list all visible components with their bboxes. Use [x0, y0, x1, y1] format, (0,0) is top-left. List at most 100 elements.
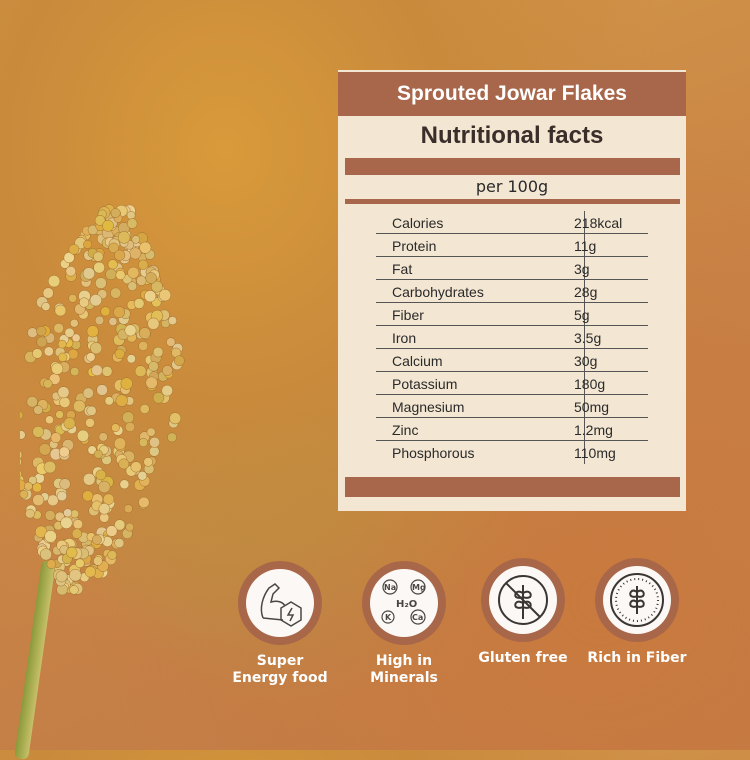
badge-label: High in: [344, 653, 464, 670]
grain: [77, 430, 89, 442]
grain: [139, 341, 148, 350]
badge-fiber: Rich in Fiber: [577, 558, 697, 667]
grain: [115, 349, 125, 359]
table-row: Carbohydrates28g: [376, 280, 648, 303]
nutrition-card: Sprouted Jowar Flakes Nutritional facts …: [338, 70, 686, 511]
grain: [73, 519, 83, 529]
grain: [135, 366, 146, 377]
grain: [64, 418, 75, 429]
grain: [120, 480, 129, 489]
grain: [39, 444, 51, 456]
fiber-icon: [603, 566, 671, 634]
grain: [70, 319, 78, 327]
minerals-icon: NaMgH₂OKCa: [370, 569, 438, 637]
grain: [34, 406, 43, 415]
grain: [149, 446, 159, 456]
grain: [131, 462, 142, 473]
grain: [55, 305, 66, 316]
nutrient-name: Phosphorous: [392, 445, 475, 461]
grain: [124, 505, 132, 513]
grain: [125, 325, 136, 336]
nutrition-table: Calories218kcalProtein11gFat3gCarbohydra…: [376, 211, 648, 464]
grain: [115, 538, 124, 547]
serving-size: per 100g: [338, 177, 686, 196]
grain: [106, 526, 117, 537]
grain: [20, 431, 25, 440]
grain: [58, 387, 69, 398]
grain: [83, 491, 94, 502]
grain: [144, 290, 156, 302]
nutrient-name: Potassium: [392, 376, 457, 392]
grain: [58, 353, 67, 362]
grain: [45, 416, 53, 424]
grain: [162, 365, 172, 375]
grain: [95, 278, 106, 289]
badge-label: Minerals: [344, 670, 464, 687]
grain: [149, 437, 159, 447]
grain: [20, 411, 23, 419]
nutrient-value: 50mg: [574, 399, 609, 415]
table-row: Magnesium 50mg: [376, 395, 648, 418]
badge-label: Super: [220, 653, 340, 670]
badge-label: Rich in Fiber: [577, 650, 697, 667]
grain: [24, 482, 32, 490]
grain: [33, 494, 44, 505]
grain: [37, 337, 47, 347]
grain: [60, 397, 71, 408]
nutrient-value: 3g: [574, 261, 590, 277]
grain: [139, 438, 148, 447]
grain: [51, 363, 63, 375]
grain: [105, 397, 114, 406]
grain: [83, 240, 91, 248]
grain: [96, 470, 106, 480]
grain: [28, 328, 38, 338]
grain: [139, 328, 150, 339]
divider: [345, 158, 680, 175]
grain: [127, 211, 135, 219]
grain: [132, 236, 140, 244]
grain: [102, 366, 112, 376]
nutrient-name: Fat: [392, 261, 412, 277]
nutrient-name: Fiber: [392, 307, 424, 323]
grain: [51, 433, 61, 443]
badge-label: Energy food: [220, 670, 340, 687]
grain: [44, 461, 56, 473]
gluten-free-icon: [489, 566, 557, 634]
grain: [97, 385, 108, 396]
svg-text:Ca: Ca: [412, 613, 423, 622]
grain: [43, 288, 54, 299]
grain: [147, 428, 155, 436]
nutrient-name: Calories: [392, 215, 443, 231]
grain: [90, 342, 102, 354]
grain: [32, 349, 42, 359]
grain: [87, 326, 99, 338]
grain: [73, 400, 85, 412]
nutrient-name: Magnesium: [392, 399, 464, 415]
grain: [108, 551, 117, 560]
nutrient-name: Iron: [392, 330, 416, 346]
nutrient-value: 30g: [574, 353, 597, 369]
divider: [345, 199, 680, 204]
footer-bar: [345, 477, 680, 497]
grain: [57, 491, 67, 501]
badge-label: Gluten free: [463, 650, 583, 667]
grain: [93, 557, 102, 566]
grain: [42, 302, 50, 310]
nutrient-value: 28g: [574, 284, 597, 300]
grain: [153, 392, 164, 403]
grain: [65, 328, 74, 337]
grain: [144, 457, 153, 466]
grain: [148, 318, 160, 330]
grain: [128, 282, 137, 291]
grain: [167, 433, 176, 442]
svg-text:H₂O: H₂O: [396, 599, 417, 610]
grain: [45, 510, 55, 520]
grain: [20, 490, 28, 498]
grain: [94, 450, 102, 458]
grain: [116, 395, 128, 407]
svg-text:K: K: [385, 613, 392, 622]
table-row: Calcium30g: [376, 349, 648, 372]
grain: [36, 326, 46, 336]
nutrient-value: 110mg: [574, 445, 616, 461]
grain: [153, 347, 163, 357]
